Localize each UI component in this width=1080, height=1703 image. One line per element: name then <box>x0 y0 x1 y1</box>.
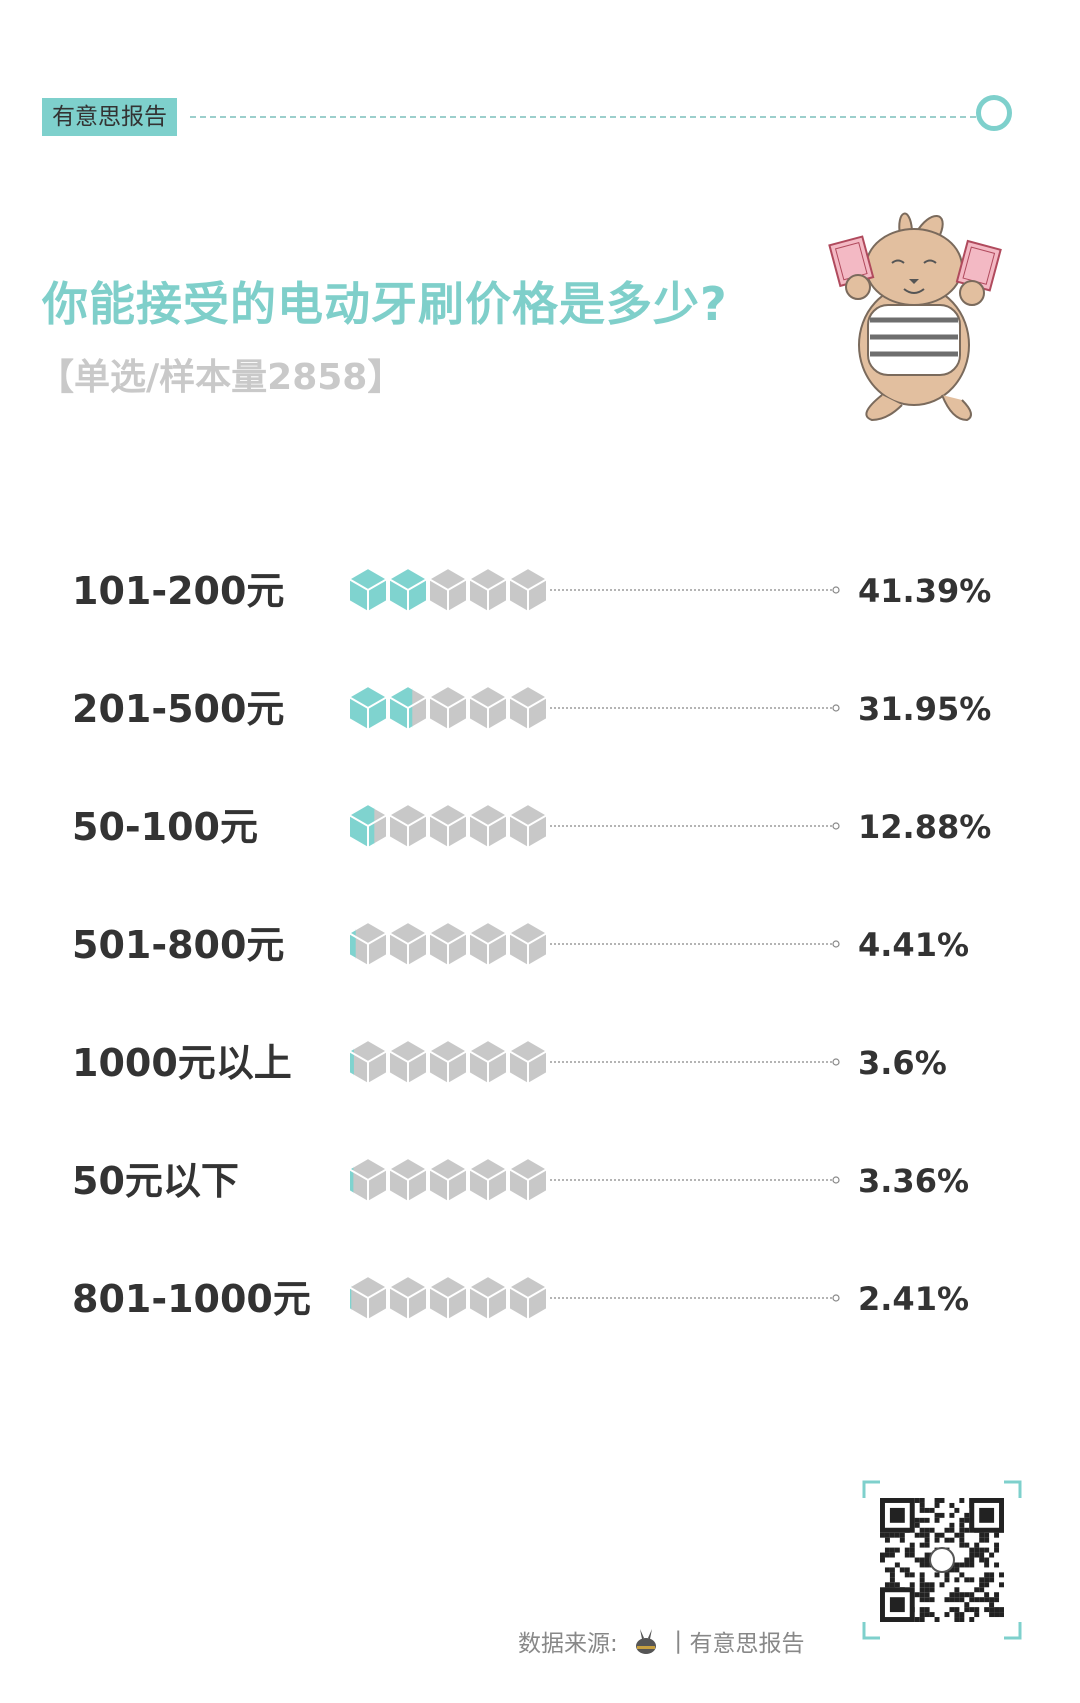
unit-cube <box>508 920 548 968</box>
chart-row: 1000元以上 3.6% <box>72 1038 947 1086</box>
unit-cube <box>348 1038 388 1086</box>
brand-tag: 有意思报告 <box>42 98 177 136</box>
unit-cube <box>468 1274 508 1322</box>
leader-end-dot <box>832 1058 840 1066</box>
category-label: 50-100元 <box>72 805 258 849</box>
value-label: 31.95% <box>858 690 991 728</box>
unit-cube <box>388 1274 428 1322</box>
unit-cube <box>428 802 468 850</box>
rabbit-logo-icon <box>636 1629 657 1654</box>
leader-end-dot <box>832 1294 840 1302</box>
unit-cube <box>428 566 468 614</box>
unit-cube <box>508 1038 548 1086</box>
unit-cube <box>388 920 428 968</box>
unit-cube <box>348 1156 388 1204</box>
price-pictorial-chart: 101-200元 41.39% 201-500元 31.95% 50-100元 12.88… <box>72 566 991 1322</box>
unit-cube <box>468 920 508 968</box>
chart-row: 801-1000元 2.41% <box>72 1274 969 1322</box>
unit-cube <box>468 802 508 850</box>
category-label: 801-1000元 <box>72 1277 311 1321</box>
value-label: 12.88% <box>858 808 991 846</box>
rabbit-holding-money-icon <box>828 212 1002 422</box>
chart-subtitle: 【单选/样本量2858】 <box>38 357 404 398</box>
chart-title: 你能接受的电动牙刷价格是多少? <box>42 277 728 331</box>
unit-cube <box>508 802 548 850</box>
header-dashed-line <box>190 116 976 118</box>
unit-cube <box>468 1038 508 1086</box>
unit-cube <box>348 920 388 968</box>
unit-cube <box>388 566 428 614</box>
leader-end-dot <box>832 586 840 594</box>
unit-cube <box>468 684 508 732</box>
unit-cube <box>508 1156 548 1204</box>
unit-cube <box>428 1274 468 1322</box>
data-source: 数据来源: | 有意思报告 <box>518 1624 804 1658</box>
category-label: 1000元以上 <box>72 1041 292 1085</box>
chart-row: 501-800元 4.41% <box>72 920 969 968</box>
source-separator: | <box>674 1628 683 1654</box>
category-label: 501-800元 <box>72 923 284 967</box>
source-name: 有意思报告 <box>689 1631 805 1657</box>
chart-row: 50元以下 3.36% <box>72 1156 969 1204</box>
category-label: 201-500元 <box>72 687 284 731</box>
unit-cube <box>508 1274 548 1322</box>
unit-cube <box>388 1038 428 1086</box>
unit-cube <box>348 802 388 850</box>
value-label: 2.41% <box>858 1280 969 1318</box>
leader-end-dot <box>832 940 840 948</box>
unit-cube <box>428 1038 468 1086</box>
leader-end-dot <box>832 822 840 830</box>
chart-row: 101-200元 41.39% <box>72 566 991 614</box>
value-label: 4.41% <box>858 926 969 964</box>
qr-code-icon[interactable] <box>862 1480 1022 1640</box>
header-ring-icon <box>976 95 1012 131</box>
value-label: 3.36% <box>858 1162 969 1200</box>
unit-cube <box>508 566 548 614</box>
unit-cube <box>468 1156 508 1204</box>
unit-cube <box>348 684 388 732</box>
unit-cube <box>348 1274 388 1322</box>
category-label: 50元以下 <box>72 1159 239 1203</box>
unit-cube <box>388 802 428 850</box>
unit-cube <box>468 566 508 614</box>
unit-cube <box>388 1156 428 1204</box>
value-label: 3.6% <box>858 1044 947 1082</box>
category-label: 101-200元 <box>72 569 284 613</box>
chart-row: 50-100元 12.88% <box>72 802 991 850</box>
unit-cube <box>348 566 388 614</box>
chart-row: 201-500元 31.95% <box>72 684 991 732</box>
unit-cube <box>388 684 428 732</box>
unit-cube <box>428 684 468 732</box>
unit-cube <box>428 920 468 968</box>
value-label: 41.39% <box>858 572 991 610</box>
unit-cube <box>428 1156 468 1204</box>
source-label: 数据来源: <box>518 1631 618 1657</box>
leader-end-dot <box>832 704 840 712</box>
unit-cube <box>508 684 548 732</box>
leader-end-dot <box>832 1176 840 1184</box>
